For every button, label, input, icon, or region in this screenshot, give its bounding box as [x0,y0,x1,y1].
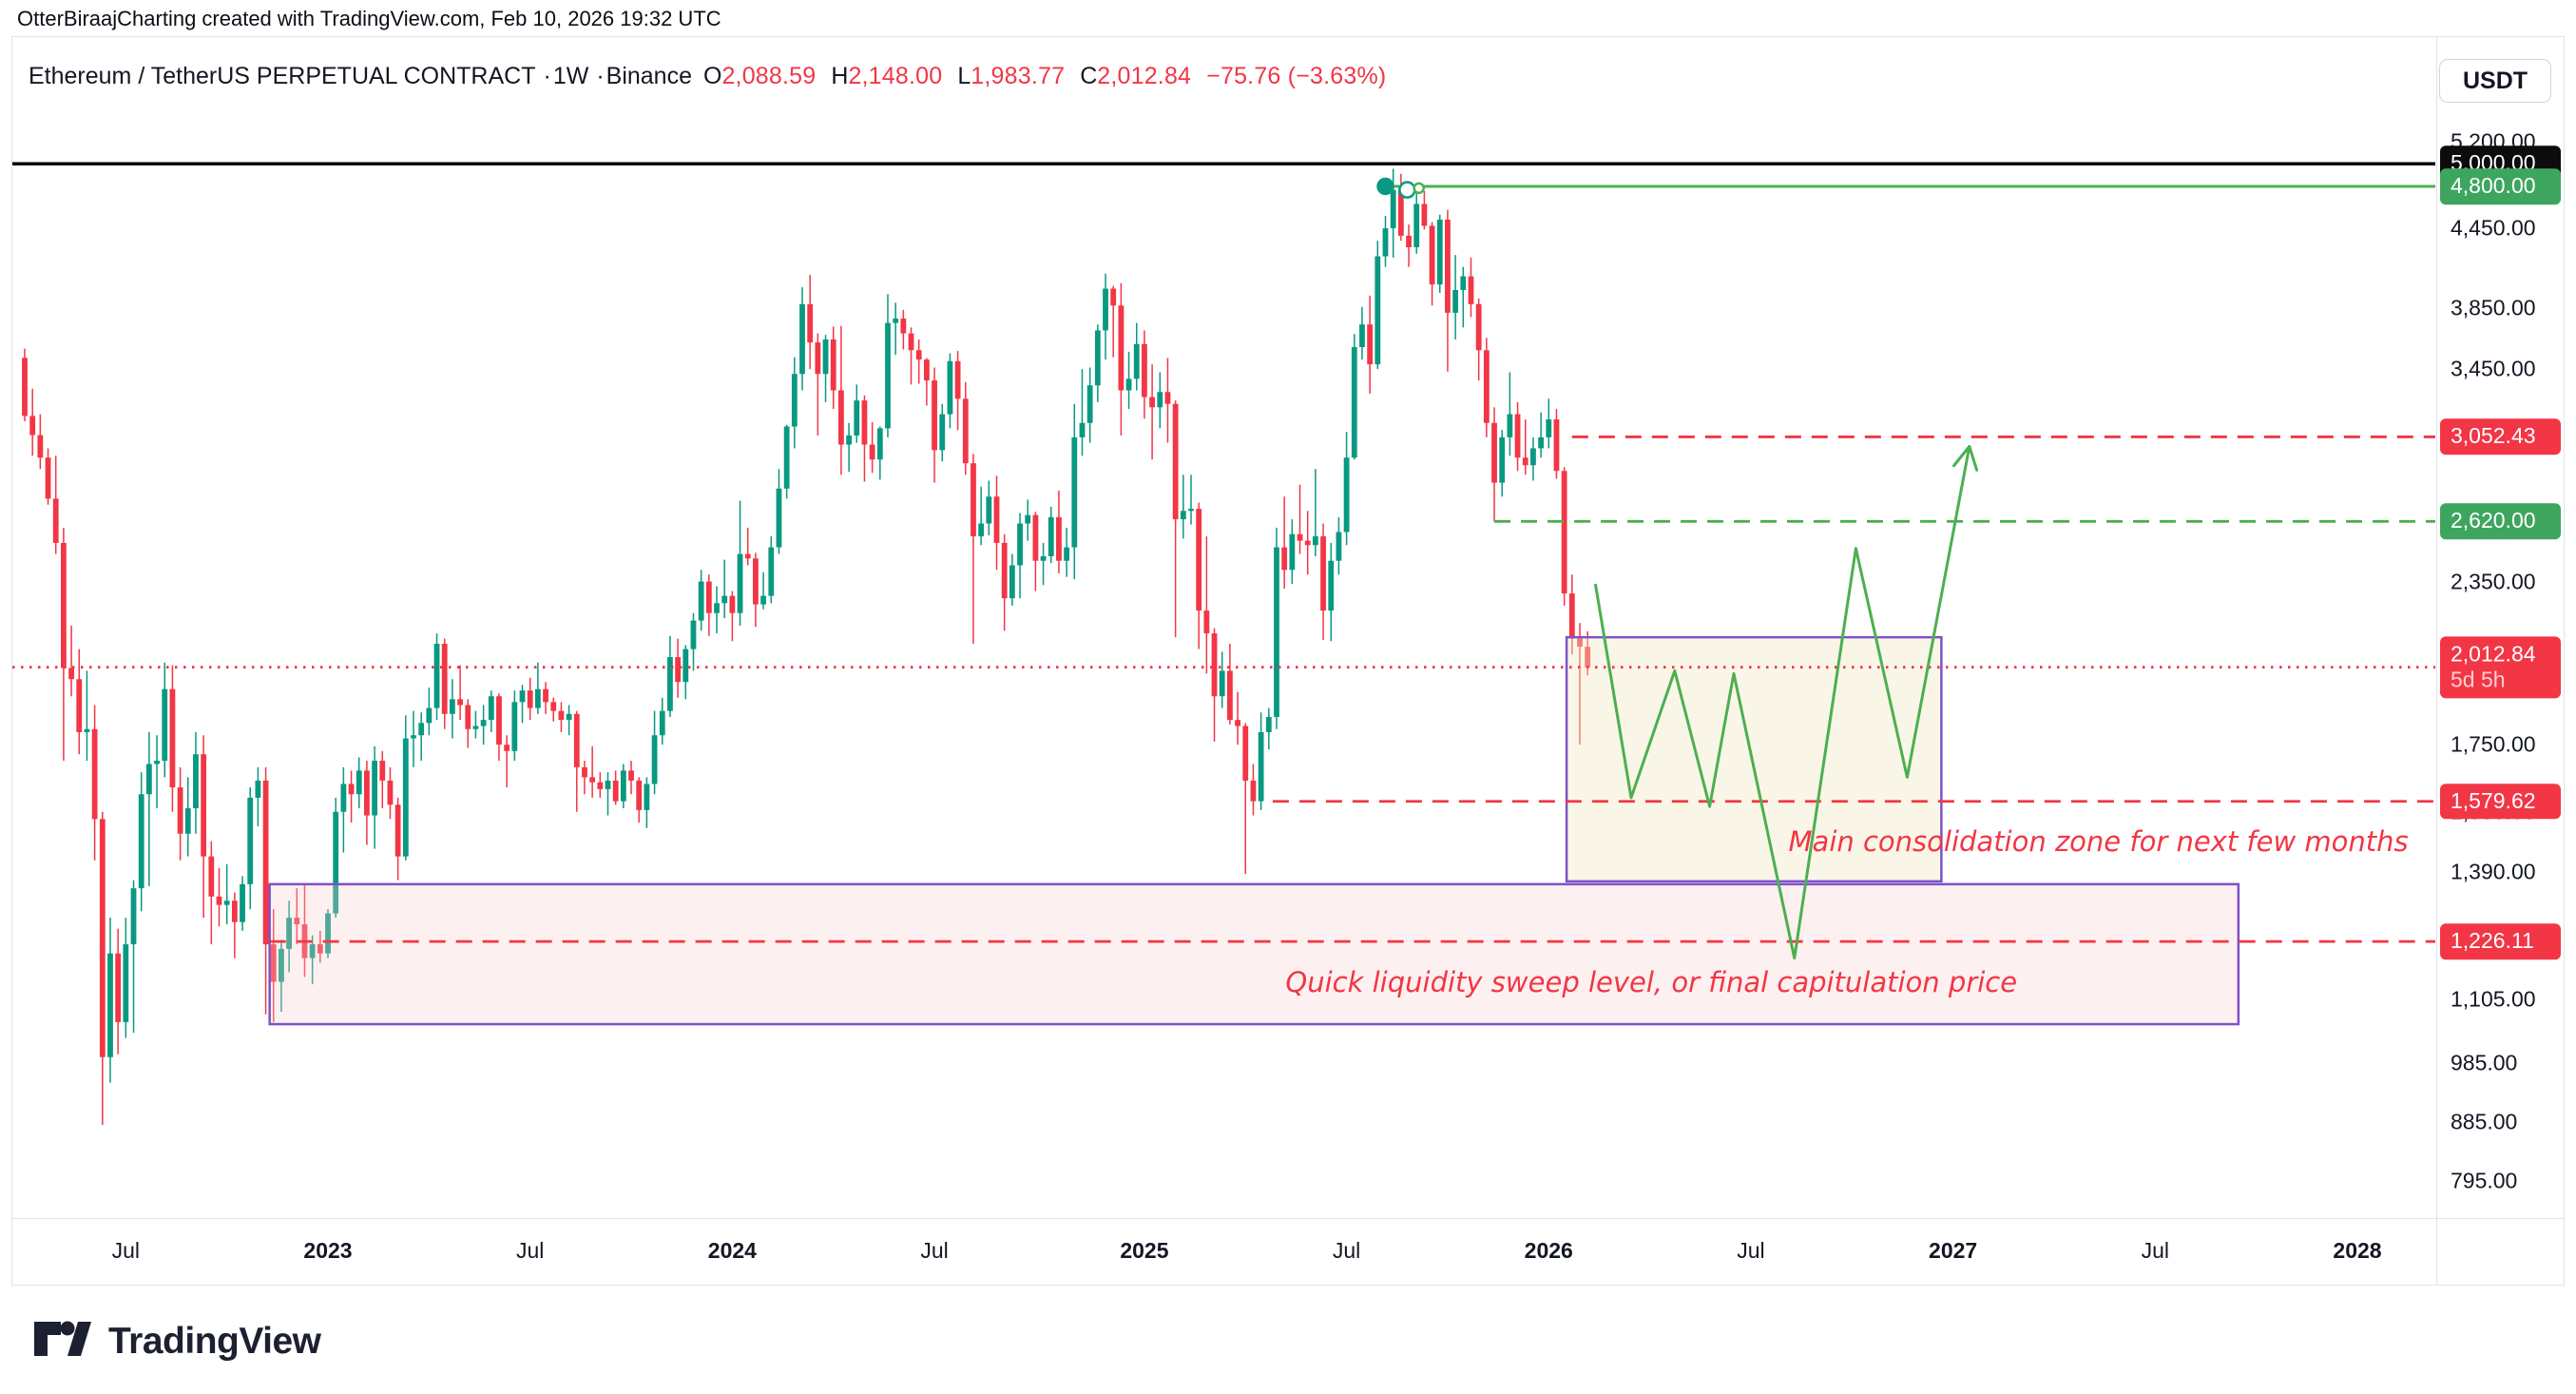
attribution-text: OtterBiraajCharting created with Trading… [17,7,721,30]
time-label-jul: Jul [111,1238,141,1263]
consolidation-zone[interactable] [1565,635,1943,883]
attribution-bar: OtterBiraajCharting created with Trading… [17,7,721,31]
legend-separator: · [596,63,605,89]
price-tick: 1,750.00 [2451,731,2536,757]
price-tick: 885.00 [2451,1109,2518,1134]
anchor-markers[interactable] [1376,177,1425,199]
legend-separator: · [543,63,551,89]
ohlc-open: O2,088.59 [703,63,817,89]
symbol-title[interactable]: Ethereum / TetherUS PERPETUAL CONTRACT [29,63,536,89]
time-axis[interactable]: Jul 2023 Jul 2024 Jul 2025 Jul 2026 Jul 2027 Jul 20… [12,1218,2564,1285]
price-tick: 2,350.00 [2451,569,2536,594]
price-badge-262000: 2,620.00 [2440,503,2561,540]
time-label-jul: Jul [1737,1238,1765,1263]
consolidation-note-label[interactable]: Main consolidation zone for next few mon… [1788,824,2409,858]
price-tick: 985.00 [2451,1050,2518,1075]
time-label-2024: 2024 [707,1238,757,1263]
time-label-jul: Jul [920,1238,949,1263]
liquidity-sweep-zone[interactable] [268,882,2240,1026]
price-badge-305243: 3,052.43 [2440,418,2561,455]
ohlc-low: L1,983.77 [957,63,1066,89]
price-tick: 1,390.00 [2451,859,2536,884]
time-label-2027: 2027 [1929,1238,1978,1263]
price-change: −75.76 (−3.63%) [1206,63,1387,89]
price-tick: 1,105.00 [2451,986,2536,1012]
time-label-jul: Jul [2141,1238,2170,1263]
time-label-2028: 2028 [2333,1238,2382,1263]
tradingview-logo-icon [34,1321,91,1356]
price-axis[interactable]: 5,200.00 4,450.00 3,850.00 3,450.00 2,350.00… [2436,37,2564,1285]
ohlc-high: H2,148.00 [831,63,943,89]
ohlc-close: C2,012.84 [1080,63,1192,89]
chart-canvas[interactable] [12,37,2435,1217]
price-badge-122611: 1,226.11 [2440,923,2561,959]
price-badge-157962: 1,579.62 [2440,783,2561,820]
time-label-2025: 2025 [1120,1238,1169,1263]
projection-zigzag[interactable] [1593,444,1979,960]
time-label-2023: 2023 [303,1238,353,1263]
tradingview-logo-text: TradingView [108,1321,321,1362]
time-label-2026: 2026 [1524,1238,1573,1263]
price-badge-201284: 2,012.84 5d 5h [2440,636,2561,699]
time-label-jul: Jul [1332,1238,1361,1263]
sweep-note-label[interactable]: Quick liquidity sweep level, or final ca… [1285,965,2018,998]
symbol-legend: Ethereum / TetherUS PERPETUAL CONTRACT ·… [29,63,1397,90]
interval-label[interactable]: 1W [552,63,589,89]
price-tick: 3,850.00 [2451,295,2536,320]
price-tick: 3,450.00 [2451,356,2536,381]
tradingview-logo[interactable]: TradingView [32,1316,321,1367]
exchange-label: Binance [606,63,692,89]
price-badge-480000: 4,800.00 [2440,168,2561,204]
candlestick-series[interactable] [22,168,1591,1126]
time-label-jul: Jul [515,1238,545,1263]
price-tick: 4,450.00 [2451,215,2536,241]
currency-toggle-button[interactable]: USDT [2439,59,2551,103]
price-tick: 795.00 [2451,1168,2518,1193]
